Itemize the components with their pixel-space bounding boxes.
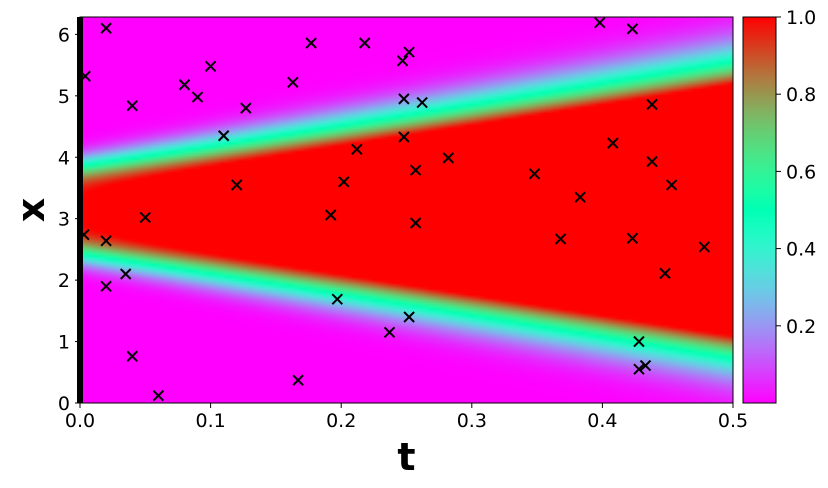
sample-point-marker bbox=[359, 37, 371, 49]
y-tick-label: 1 bbox=[58, 332, 70, 354]
sample-point-marker bbox=[626, 232, 639, 245]
sample-point-marker bbox=[409, 164, 422, 176]
y-tick-label: 3 bbox=[58, 209, 70, 231]
sample-point-marker bbox=[698, 241, 710, 253]
sample-point-marker bbox=[409, 217, 422, 229]
sample-point-marker bbox=[398, 131, 410, 143]
y-tick-label: 0 bbox=[58, 393, 70, 415]
sample-point-marker bbox=[626, 23, 639, 35]
sample-point-marker bbox=[416, 96, 428, 109]
sample-point-marker bbox=[442, 152, 454, 164]
sample-point-marker bbox=[120, 268, 132, 280]
y-tick-label: 4 bbox=[58, 147, 70, 169]
sample-point-marker bbox=[396, 55, 409, 67]
sample-point-marker bbox=[554, 233, 567, 245]
sample-point-marker bbox=[100, 280, 112, 292]
sample-point-marker bbox=[217, 130, 230, 142]
sample-point-marker bbox=[78, 228, 90, 241]
sample-point-marker bbox=[338, 176, 350, 188]
sample-point-marker bbox=[126, 99, 138, 112]
x-axis: 0.0 0.1 0.2 0.3 0.4 0.5 bbox=[65, 403, 748, 432]
x-tick-label: 0.3 bbox=[457, 410, 487, 432]
x-axis-label: t bbox=[397, 435, 415, 479]
sample-point-marker bbox=[100, 235, 112, 247]
sample-point-marker bbox=[305, 37, 317, 49]
sample-point-marker bbox=[100, 22, 112, 34]
sample-point-marker bbox=[607, 137, 619, 149]
sample-point-marker bbox=[351, 143, 363, 155]
sample-point-marker bbox=[204, 60, 217, 73]
sample-point-marker bbox=[152, 389, 165, 402]
y-tick-label: 6 bbox=[58, 24, 70, 46]
sample-point-marker bbox=[383, 326, 396, 339]
x-tick-label: 0.2 bbox=[326, 410, 356, 432]
sample-point-marker bbox=[665, 179, 678, 191]
x-tick-label: 0.5 bbox=[718, 410, 748, 432]
sample-point-marker bbox=[639, 359, 652, 372]
sample-point-marker bbox=[633, 363, 645, 375]
sample-point-marker bbox=[398, 93, 410, 105]
y-axis: 0 1 2 3 4 5 6 bbox=[58, 24, 80, 415]
y-tick-label: 2 bbox=[58, 270, 70, 292]
colorbar-axis: 0.2 0.4 0.6 0.8 1.0 bbox=[776, 7, 816, 338]
sample-points bbox=[78, 17, 710, 402]
sample-point-marker bbox=[574, 191, 586, 203]
sample-point-marker bbox=[646, 155, 658, 168]
x-tick-label: 0.0 bbox=[65, 410, 95, 432]
sample-point-marker bbox=[191, 91, 204, 103]
y-tick-label: 5 bbox=[58, 86, 70, 108]
sample-point-marker bbox=[646, 98, 658, 111]
sample-point-marker bbox=[659, 267, 671, 280]
x-tick-label: 0.4 bbox=[587, 410, 617, 432]
colorbar bbox=[742, 16, 777, 404]
sample-point-marker bbox=[528, 168, 541, 180]
sample-point-marker bbox=[178, 79, 191, 91]
colorbar-tick-label: 0.2 bbox=[786, 316, 816, 338]
colorbar-tick-label: 0.4 bbox=[786, 239, 816, 261]
colorbar-tick-label: 0.8 bbox=[786, 84, 816, 106]
y-axis-label: x bbox=[9, 198, 53, 223]
sample-point-marker bbox=[126, 350, 138, 363]
sample-point-marker bbox=[231, 179, 243, 191]
sample-point-marker bbox=[633, 335, 645, 348]
sample-point-marker bbox=[331, 293, 343, 305]
colorbar-tick-label: 0.6 bbox=[786, 161, 816, 183]
sample-point-marker bbox=[287, 76, 299, 89]
sample-point-marker bbox=[325, 209, 337, 221]
sample-point-marker bbox=[403, 46, 415, 58]
sample-point-marker bbox=[139, 211, 152, 224]
sample-point-marker bbox=[240, 102, 252, 114]
sample-point-marker bbox=[594, 17, 606, 29]
x-tick-label: 0.1 bbox=[195, 410, 225, 432]
sample-point-marker bbox=[79, 70, 91, 82]
sample-point-marker bbox=[403, 311, 415, 323]
colorbar-tick-label: 1.0 bbox=[786, 7, 816, 29]
sample-point-marker bbox=[292, 374, 304, 386]
